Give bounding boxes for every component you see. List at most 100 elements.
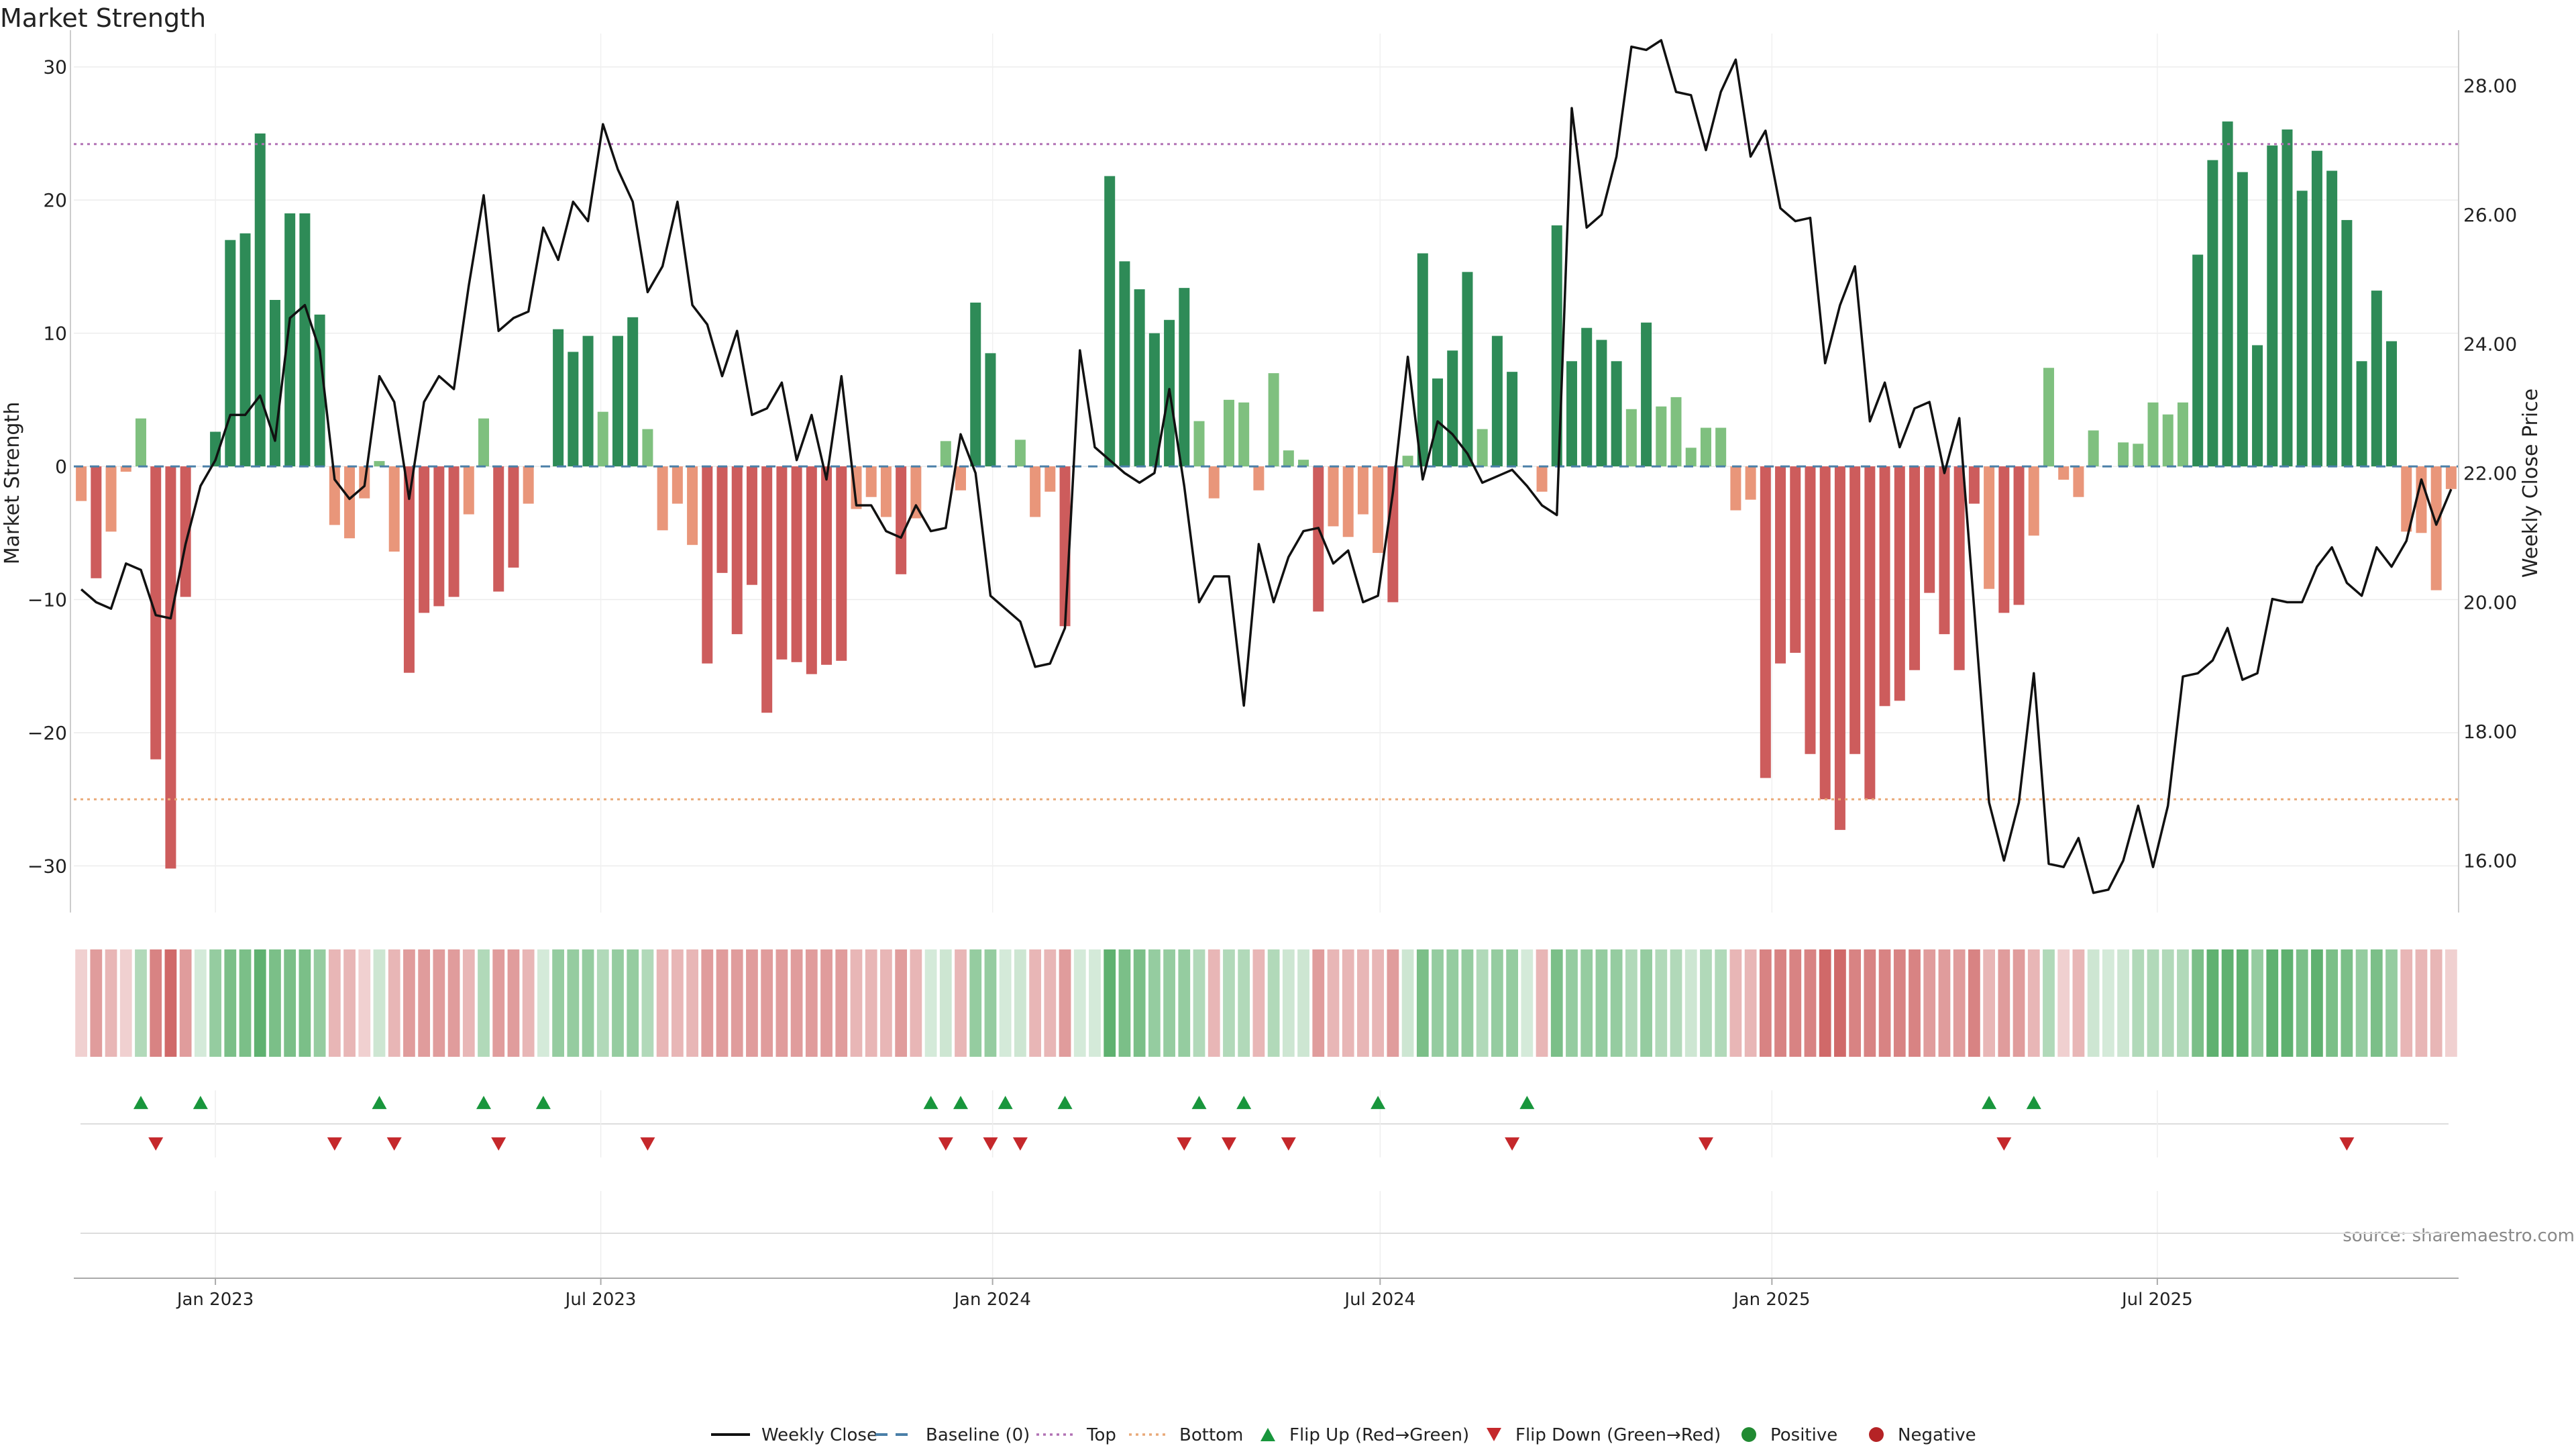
strength-bar [1790,466,1801,653]
heat-cell [999,949,1012,1057]
strength-bar [791,466,802,662]
strength-bar [2445,466,2457,489]
strength-bar [1879,466,1890,707]
strength-bar [1342,466,1354,537]
flip-down-marker [1012,1137,1028,1151]
strength-bar [1447,350,1458,467]
flip-down-marker [1221,1137,1236,1151]
heat-cell [1387,949,1399,1057]
flip-down-marker [1281,1137,1296,1151]
strength-bar [865,466,877,497]
heat-cell [2326,949,2339,1057]
heat-cell [1536,949,1548,1057]
heat-cell [1073,949,1086,1057]
heat-cell [955,949,967,1057]
strength-bar [1805,466,1816,754]
heat-cell [1759,949,1772,1057]
heat-cell [924,949,937,1057]
strength-bar [1104,176,1116,467]
strength-bar [985,353,996,467]
y2-tick-label: 28.00 [2463,74,2517,97]
strength-bar [657,466,668,531]
heat-cell [2430,949,2443,1057]
strength-bar [1551,225,1562,467]
strength-bar [1641,322,1652,467]
strength-bar [1611,361,1622,467]
flip-down-marker [327,1137,342,1151]
heat-cell [2177,949,2189,1057]
heat-cell [1998,949,2010,1057]
legend-item: Weekly Close [711,1425,877,1445]
heat-cell [552,949,564,1057]
strength-bar [2237,172,2248,467]
strength-bar [91,466,102,578]
heat-cell [969,949,982,1057]
strength-bar [1208,466,1220,499]
heat-cell [1178,949,1191,1057]
heat-cell [1432,949,1444,1057]
strength-bar [2058,466,2070,480]
heat-cell [90,949,103,1057]
gridlines [74,34,2459,913]
heat-cell [2132,949,2145,1057]
heat-cell [2221,949,2234,1057]
y-axis-label: Market Strength [1,402,24,564]
heat-cell [150,949,162,1057]
x-tick-label: Jul 2025 [2121,1290,2193,1310]
heat-cell [1789,949,1802,1057]
heat-cell [433,949,445,1057]
heat-cell [880,949,892,1057]
heat-cell [1297,949,1309,1057]
strength-bar [403,466,415,673]
strength-bar [1566,361,1577,467]
strength-bar [2162,414,2174,467]
heat-cell [2415,949,2428,1057]
heat-cell [179,949,192,1057]
heat-cell [462,949,475,1057]
heat-cell [731,949,743,1057]
heat-cell [2027,949,2040,1057]
heat-cell [1566,949,1578,1057]
heat-cell [627,949,639,1057]
heat-cell [2341,949,2353,1057]
heat-cell [1446,949,1459,1057]
heat-cell [194,949,207,1057]
heat-cell [1506,949,1518,1057]
strength-bar [1119,261,1130,467]
strength-bar [1760,466,1771,778]
strength-bar [284,213,296,467]
heat-cell [716,949,729,1057]
heat-cell [805,949,818,1057]
strength-bar [1625,409,1637,467]
flip-down-marker [1698,1137,1713,1151]
legend-item: Negative [1869,1425,1976,1445]
strength-bar [239,233,251,467]
heat-cell [1625,949,1638,1057]
y-tick-label: 20 [43,189,67,211]
strength-bar [806,466,817,674]
y-tick-label: 30 [43,56,67,79]
strength-bar [1491,335,1503,467]
strength-bar [1283,450,1294,467]
heat-cell [2087,949,2100,1057]
heat-cell [1238,949,1250,1057]
heat-cell [1909,949,1921,1057]
strength-bar [180,466,191,597]
strength-bar [746,466,757,585]
heat-cell [1610,949,1623,1057]
strength-bar [1328,466,1339,527]
strength-bar [836,466,847,661]
flip-down-marker [938,1137,953,1151]
legend-label: Flip Down (Green→Red) [1515,1425,1721,1445]
heat-cell [2355,949,2368,1057]
heat-cell [1476,949,1489,1057]
empty-panel [80,1191,2449,1278]
heat-cell [1968,949,1980,1057]
heat-cell [2445,949,2457,1057]
legend-swatch-flip-down [1487,1428,1501,1441]
heat-cell [2266,949,2279,1057]
axes: 30 20 10 0 −10 −20 −30 28.00 26.00 24.00 22.00 20.0… [28,30,2517,913]
legend-label: Top [1086,1425,1116,1445]
heat-cell [2072,949,2085,1057]
